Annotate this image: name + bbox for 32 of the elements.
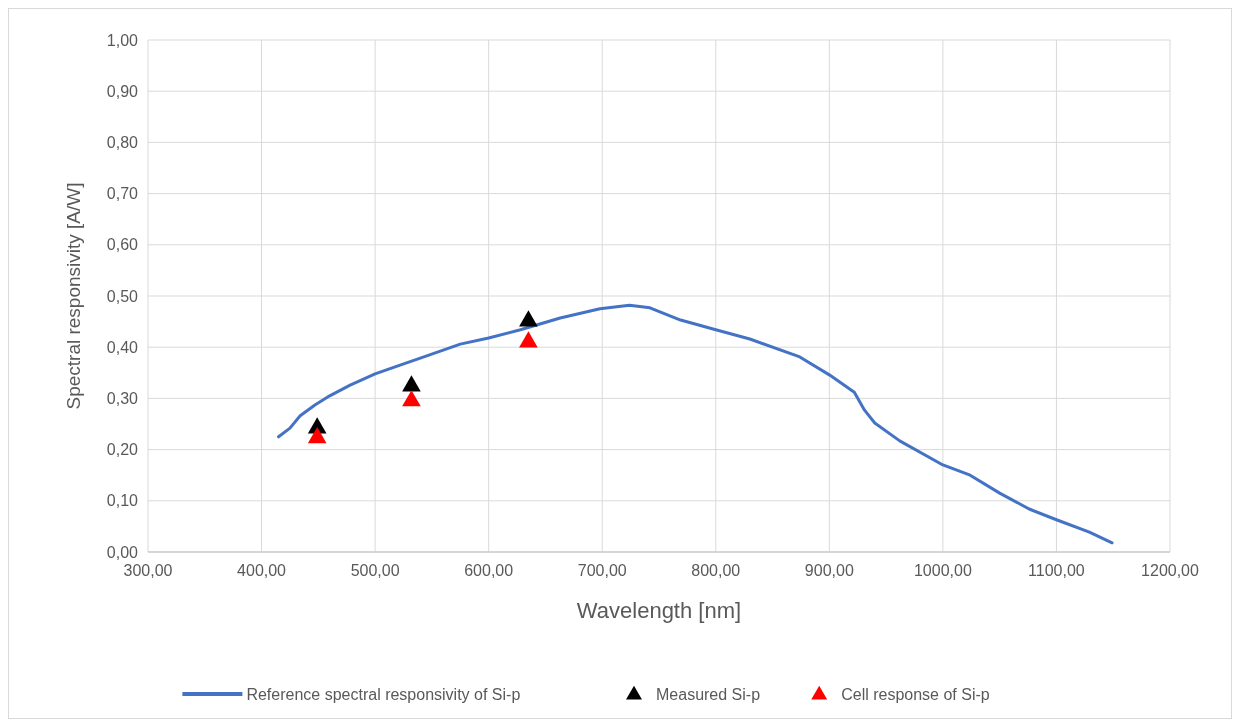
- legend-label: Reference spectral responsivity of Si-p: [246, 685, 521, 703]
- line-series: [277, 303, 1114, 545]
- point: [402, 390, 421, 407]
- y-tick-label: 0,20: [106, 441, 139, 459]
- y-tick-label: 0,50: [106, 287, 139, 305]
- x-tick-label: 800,00: [691, 562, 741, 579]
- y-tick-label: 0,10: [106, 492, 139, 510]
- point: [402, 375, 421, 392]
- y-tick-label: 0,30: [106, 390, 139, 407]
- x-tick-label: 1100,00: [1028, 562, 1085, 579]
- x-tick-label: 300,00: [123, 562, 173, 579]
- y-tick-label: 0,90: [106, 82, 139, 100]
- x-tick-label: 1200,00: [1141, 562, 1200, 579]
- legend-label: Cell response of Si-p: [841, 685, 990, 703]
- y-tick-label: 0,60: [106, 236, 139, 254]
- y-axis-title: Spectral responsivity [A/W]: [63, 182, 84, 410]
- y-tick-label: 0,40: [106, 338, 139, 356]
- y-tick-label: 0,00: [106, 543, 139, 561]
- x-tick-label: 400,00: [237, 562, 287, 579]
- x-axis-title: Wavelength [nm]: [576, 598, 742, 623]
- x-tick-label: 1000,00: [913, 562, 972, 579]
- point: [519, 331, 538, 348]
- legend-label: Measured Si-p: [656, 685, 761, 703]
- x-tick-label: 700,00: [577, 562, 627, 579]
- y-tick-label: 0,70: [106, 185, 139, 203]
- point: [519, 310, 538, 327]
- y-tick-label: 0,80: [106, 134, 139, 151]
- point: [307, 427, 327, 444]
- x-tick-label: 600,00: [464, 562, 514, 579]
- x-tick-label: 900,00: [804, 562, 854, 579]
- y-tick-label: 1,00: [106, 31, 139, 49]
- x-tick-label: 500,00: [350, 562, 400, 579]
